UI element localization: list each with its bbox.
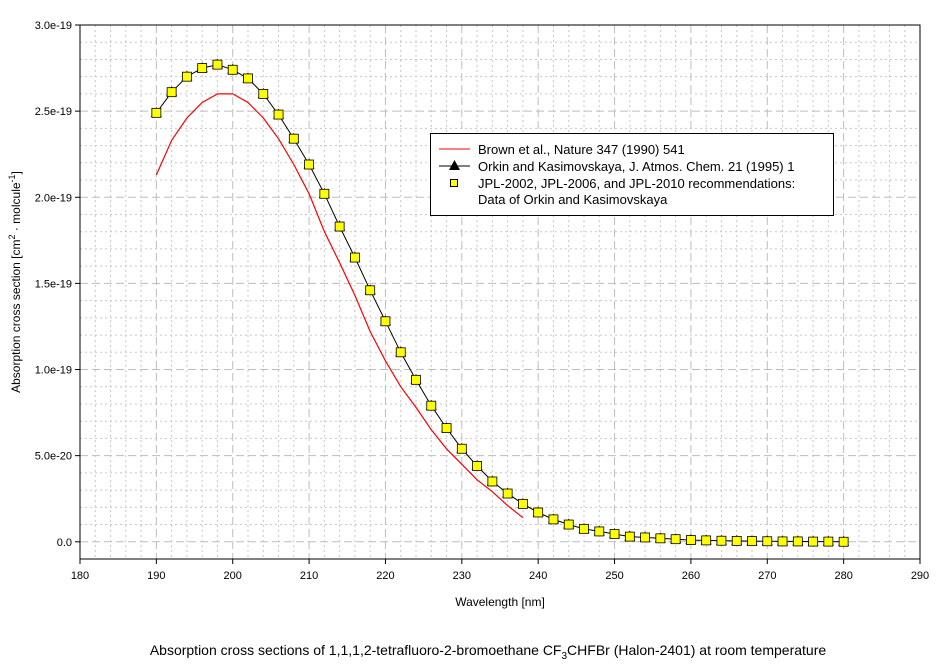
jpl-square-point [624,531,635,542]
y-tick-label: 1.0e-19 [35,365,72,377]
x-tick-label: 200 [224,570,242,582]
x-tick-label: 190 [147,570,165,582]
legend-triangle-icon [449,160,460,170]
jpl-square-point [731,536,742,546]
y-tick-label: 3.0e-19 [35,20,72,32]
chart-caption: Absorption cross sections of 1,1,1,2-tet… [150,642,827,662]
jpl-square-point [288,133,299,144]
jpl-square-point [716,535,727,546]
jpl-square-point [838,536,849,547]
y-tick-label: 0.0 [57,537,72,549]
legend-box [430,133,834,216]
y-tick-label: 5.0e-20 [35,451,72,463]
series-line-orkin [155,64,844,543]
jpl-square-point [350,252,360,263]
jpl-square-point [166,87,177,98]
x-tick-label: 250 [605,570,623,582]
grid [79,24,921,559]
jpl-square-point [334,221,345,232]
plot-frame [79,24,921,560]
jpl-square-point [319,188,330,199]
jpl-square-point [579,523,589,534]
jpl-square-point [151,107,162,118]
legend: Brown et al., Nature 347 (1990) 541 Orki… [430,133,834,216]
x-axis-title: Wavelength [nm] [455,595,545,609]
jpl-square-point [762,536,773,547]
jpl-square-point [395,347,406,358]
jpl-square-point [701,535,712,546]
legend-label-jpl: JPL-2002, JPL-2006, and JPL-2010 recomme… [478,176,795,191]
jpl-square-point [227,64,238,75]
series-line-brown [155,93,524,519]
jpl-square-point [212,59,223,70]
jpl-square-point [411,374,421,385]
jpl-square-point [456,443,467,454]
jpl-square-point [808,536,818,547]
jpl-square-point [609,529,620,539]
jpl-square-point [426,400,437,411]
jpl-square-point [686,535,696,545]
jpl-square-point [380,316,391,327]
axis-ticks: 180 190 200 210 220 230 240 250 260 270 280 290 0.0 5… [35,20,929,582]
jpl-square-point [777,536,788,547]
x-tick-label: 260 [682,570,700,582]
jpl-square-point [655,533,666,544]
x-tick-label: 180 [71,570,89,582]
jpl-square-point [594,526,605,537]
x-tick-label: 230 [453,570,471,582]
jpl-square-point [258,89,269,99]
jpl-square-point [640,532,650,543]
jpl-square-point [304,159,314,170]
series-group [150,58,850,547]
y-tick-label: 2.0e-19 [35,192,72,204]
jpl-square-point [518,498,528,509]
jpl-square-point [533,507,544,518]
x-tick-label: 240 [529,570,547,582]
y-axis-title: Absorption cross section [cm2 · molcule-… [7,171,23,393]
jpl-square-point [670,534,681,545]
legend-square-icon [450,179,458,187]
legend-label-jpl-line2: Data of Orkin and Kasimovskaya [478,192,668,207]
jpl-square-point [365,285,376,296]
jpl-square-point [472,461,482,471]
x-tick-label: 280 [834,570,852,582]
jpl-square-point [182,71,192,82]
jpl-square-point [548,514,559,525]
jpl-square-point [487,476,498,487]
y-tick-label: 2.5e-19 [35,106,72,118]
legend-label-orkin: Orkin and Kasimovskaya, J. Atmos. Chem. … [478,159,794,174]
x-tick-label: 270 [758,570,776,582]
jpl-square-point [441,423,452,433]
y-tick-label: 1.5e-19 [35,278,72,290]
jpl-square-point [823,536,834,547]
x-tick-label: 220 [376,570,394,582]
x-tick-label: 210 [300,570,318,582]
jpl-square-point [747,536,757,546]
jpl-square-point [243,73,253,84]
jpl-square-point [273,109,284,120]
jpl-square-point [502,488,513,499]
x-tick-label: 290 [911,570,929,582]
jpl-square-point [563,519,574,530]
legend-label-brown: Brown et al., Nature 347 (1990) 541 [478,142,685,157]
jpl-square-point [197,63,208,73]
jpl-square-point [792,536,803,547]
